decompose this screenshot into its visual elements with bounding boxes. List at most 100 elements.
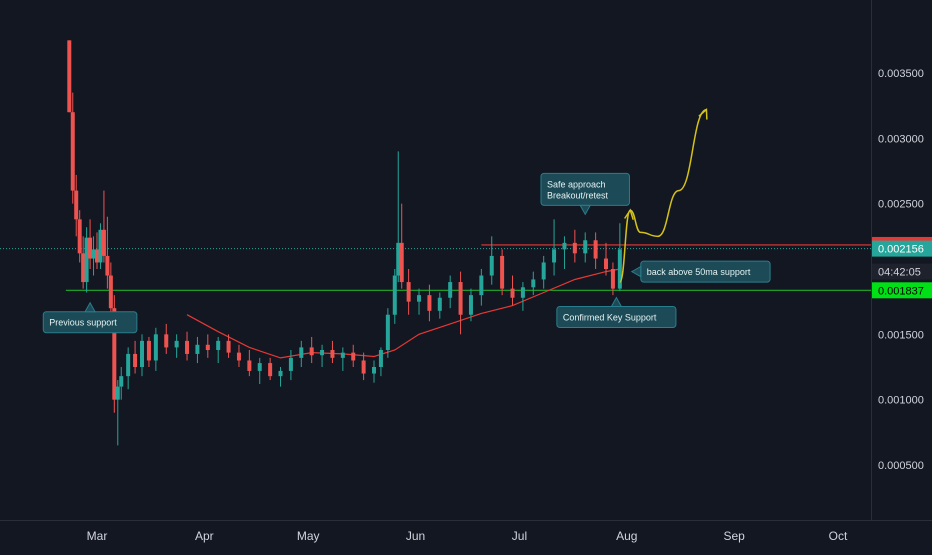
candle[interactable] xyxy=(226,334,231,358)
candle-body xyxy=(406,282,411,302)
price-badge-label: 0.002156 xyxy=(878,244,924,256)
candle[interactable] xyxy=(617,223,622,292)
back-above-50ma-callout[interactable]: back above 50ma support xyxy=(630,260,771,283)
candle[interactable] xyxy=(140,334,145,377)
y-tick-label: 0.001500 xyxy=(878,329,924,341)
candle[interactable] xyxy=(299,340,304,367)
candle[interactable] xyxy=(95,232,99,269)
candle[interactable] xyxy=(153,327,158,371)
candle[interactable] xyxy=(378,347,383,377)
candle[interactable] xyxy=(510,275,515,306)
price-badge-bg xyxy=(872,282,932,299)
candle-body xyxy=(448,282,453,298)
candle[interactable] xyxy=(552,219,557,276)
candle[interactable] xyxy=(247,350,252,377)
candle[interactable] xyxy=(164,323,169,354)
candle-body xyxy=(562,242,567,250)
candle[interactable] xyxy=(146,336,151,367)
candle[interactable] xyxy=(406,269,411,315)
candle[interactable] xyxy=(81,236,86,289)
candle[interactable] xyxy=(126,347,131,390)
price-badge[interactable]: 04:42:05 xyxy=(872,263,932,280)
candle[interactable] xyxy=(278,367,283,387)
candle[interactable] xyxy=(361,352,366,381)
candle[interactable] xyxy=(88,219,93,269)
candle[interactable] xyxy=(309,336,314,364)
candle-body xyxy=(70,112,75,191)
candle-body xyxy=(119,376,124,387)
candle[interactable] xyxy=(399,203,404,289)
candle-body xyxy=(77,219,82,254)
candle[interactable] xyxy=(74,174,79,237)
candle[interactable] xyxy=(77,210,82,263)
candle[interactable] xyxy=(541,255,546,289)
back-above-50ma-callout-text: back above 50ma support xyxy=(647,267,751,277)
candle-body xyxy=(185,340,190,354)
candle[interactable] xyxy=(392,269,397,324)
candle[interactable] xyxy=(257,357,262,384)
candle-body xyxy=(500,255,505,289)
price-badge[interactable]: 0.001837 xyxy=(872,282,932,299)
candle[interactable] xyxy=(427,284,432,322)
candle[interactable] xyxy=(205,334,210,358)
candle-body xyxy=(392,275,397,315)
candle[interactable] xyxy=(448,275,453,309)
candle[interactable] xyxy=(531,271,536,296)
candle[interactable] xyxy=(385,308,390,358)
price-badge-label: 0.001837 xyxy=(878,285,924,297)
ma50-line[interactable] xyxy=(186,268,621,359)
candle[interactable] xyxy=(479,269,484,306)
candle[interactable] xyxy=(288,350,293,381)
price-badge[interactable]: 0.002156 xyxy=(872,240,932,257)
candle[interactable] xyxy=(101,190,106,263)
previous-support-callout[interactable]: Previous support xyxy=(42,301,138,334)
candle[interactable] xyxy=(330,340,335,364)
candle[interactable] xyxy=(133,340,138,374)
candle[interactable] xyxy=(583,232,588,263)
candle[interactable] xyxy=(236,344,241,367)
candle[interactable] xyxy=(84,227,89,293)
candle[interactable] xyxy=(396,151,401,283)
candle[interactable] xyxy=(572,229,577,263)
candle[interactable] xyxy=(489,236,494,285)
candle[interactable] xyxy=(174,334,179,358)
candle[interactable] xyxy=(119,367,124,400)
candle[interactable] xyxy=(67,40,72,113)
candle[interactable] xyxy=(268,357,273,381)
candle[interactable] xyxy=(105,216,110,289)
confirmed-key-support-callout[interactable]: Confirmed Key Support xyxy=(556,296,677,329)
candle[interactable] xyxy=(372,360,377,383)
candle[interactable] xyxy=(195,336,200,364)
candle[interactable] xyxy=(520,282,525,311)
candle[interactable] xyxy=(320,344,325,367)
candle[interactable] xyxy=(610,262,615,296)
candle[interactable] xyxy=(351,344,356,367)
candle[interactable] xyxy=(593,232,598,269)
candle[interactable] xyxy=(604,242,609,276)
candle[interactable] xyxy=(562,236,567,269)
candle[interactable] xyxy=(70,92,75,204)
candle-body xyxy=(268,363,273,377)
candle[interactable] xyxy=(98,223,103,269)
candle[interactable] xyxy=(216,336,221,364)
candle[interactable] xyxy=(458,271,463,335)
candle[interactable] xyxy=(185,331,190,361)
candle[interactable] xyxy=(115,380,120,446)
candle[interactable] xyxy=(91,236,96,276)
time-axis[interactable]: Mar Apr May Jun Jul Aug Sep Oct xyxy=(87,529,848,543)
price-axis[interactable]: 0.003500 0.003000 0.002500 0.001500 0.001000… xyxy=(872,68,932,472)
x-tick-label: Mar xyxy=(87,529,108,543)
projection-path[interactable] xyxy=(619,108,707,283)
y-tick-label: 0.001000 xyxy=(878,395,924,407)
candle[interactable] xyxy=(340,347,345,371)
candle[interactable] xyxy=(468,288,473,322)
candle[interactable] xyxy=(437,292,442,319)
candle-body xyxy=(67,40,72,113)
candle[interactable] xyxy=(417,288,422,315)
price-badge-bg xyxy=(872,240,932,257)
candle[interactable] xyxy=(500,249,505,296)
